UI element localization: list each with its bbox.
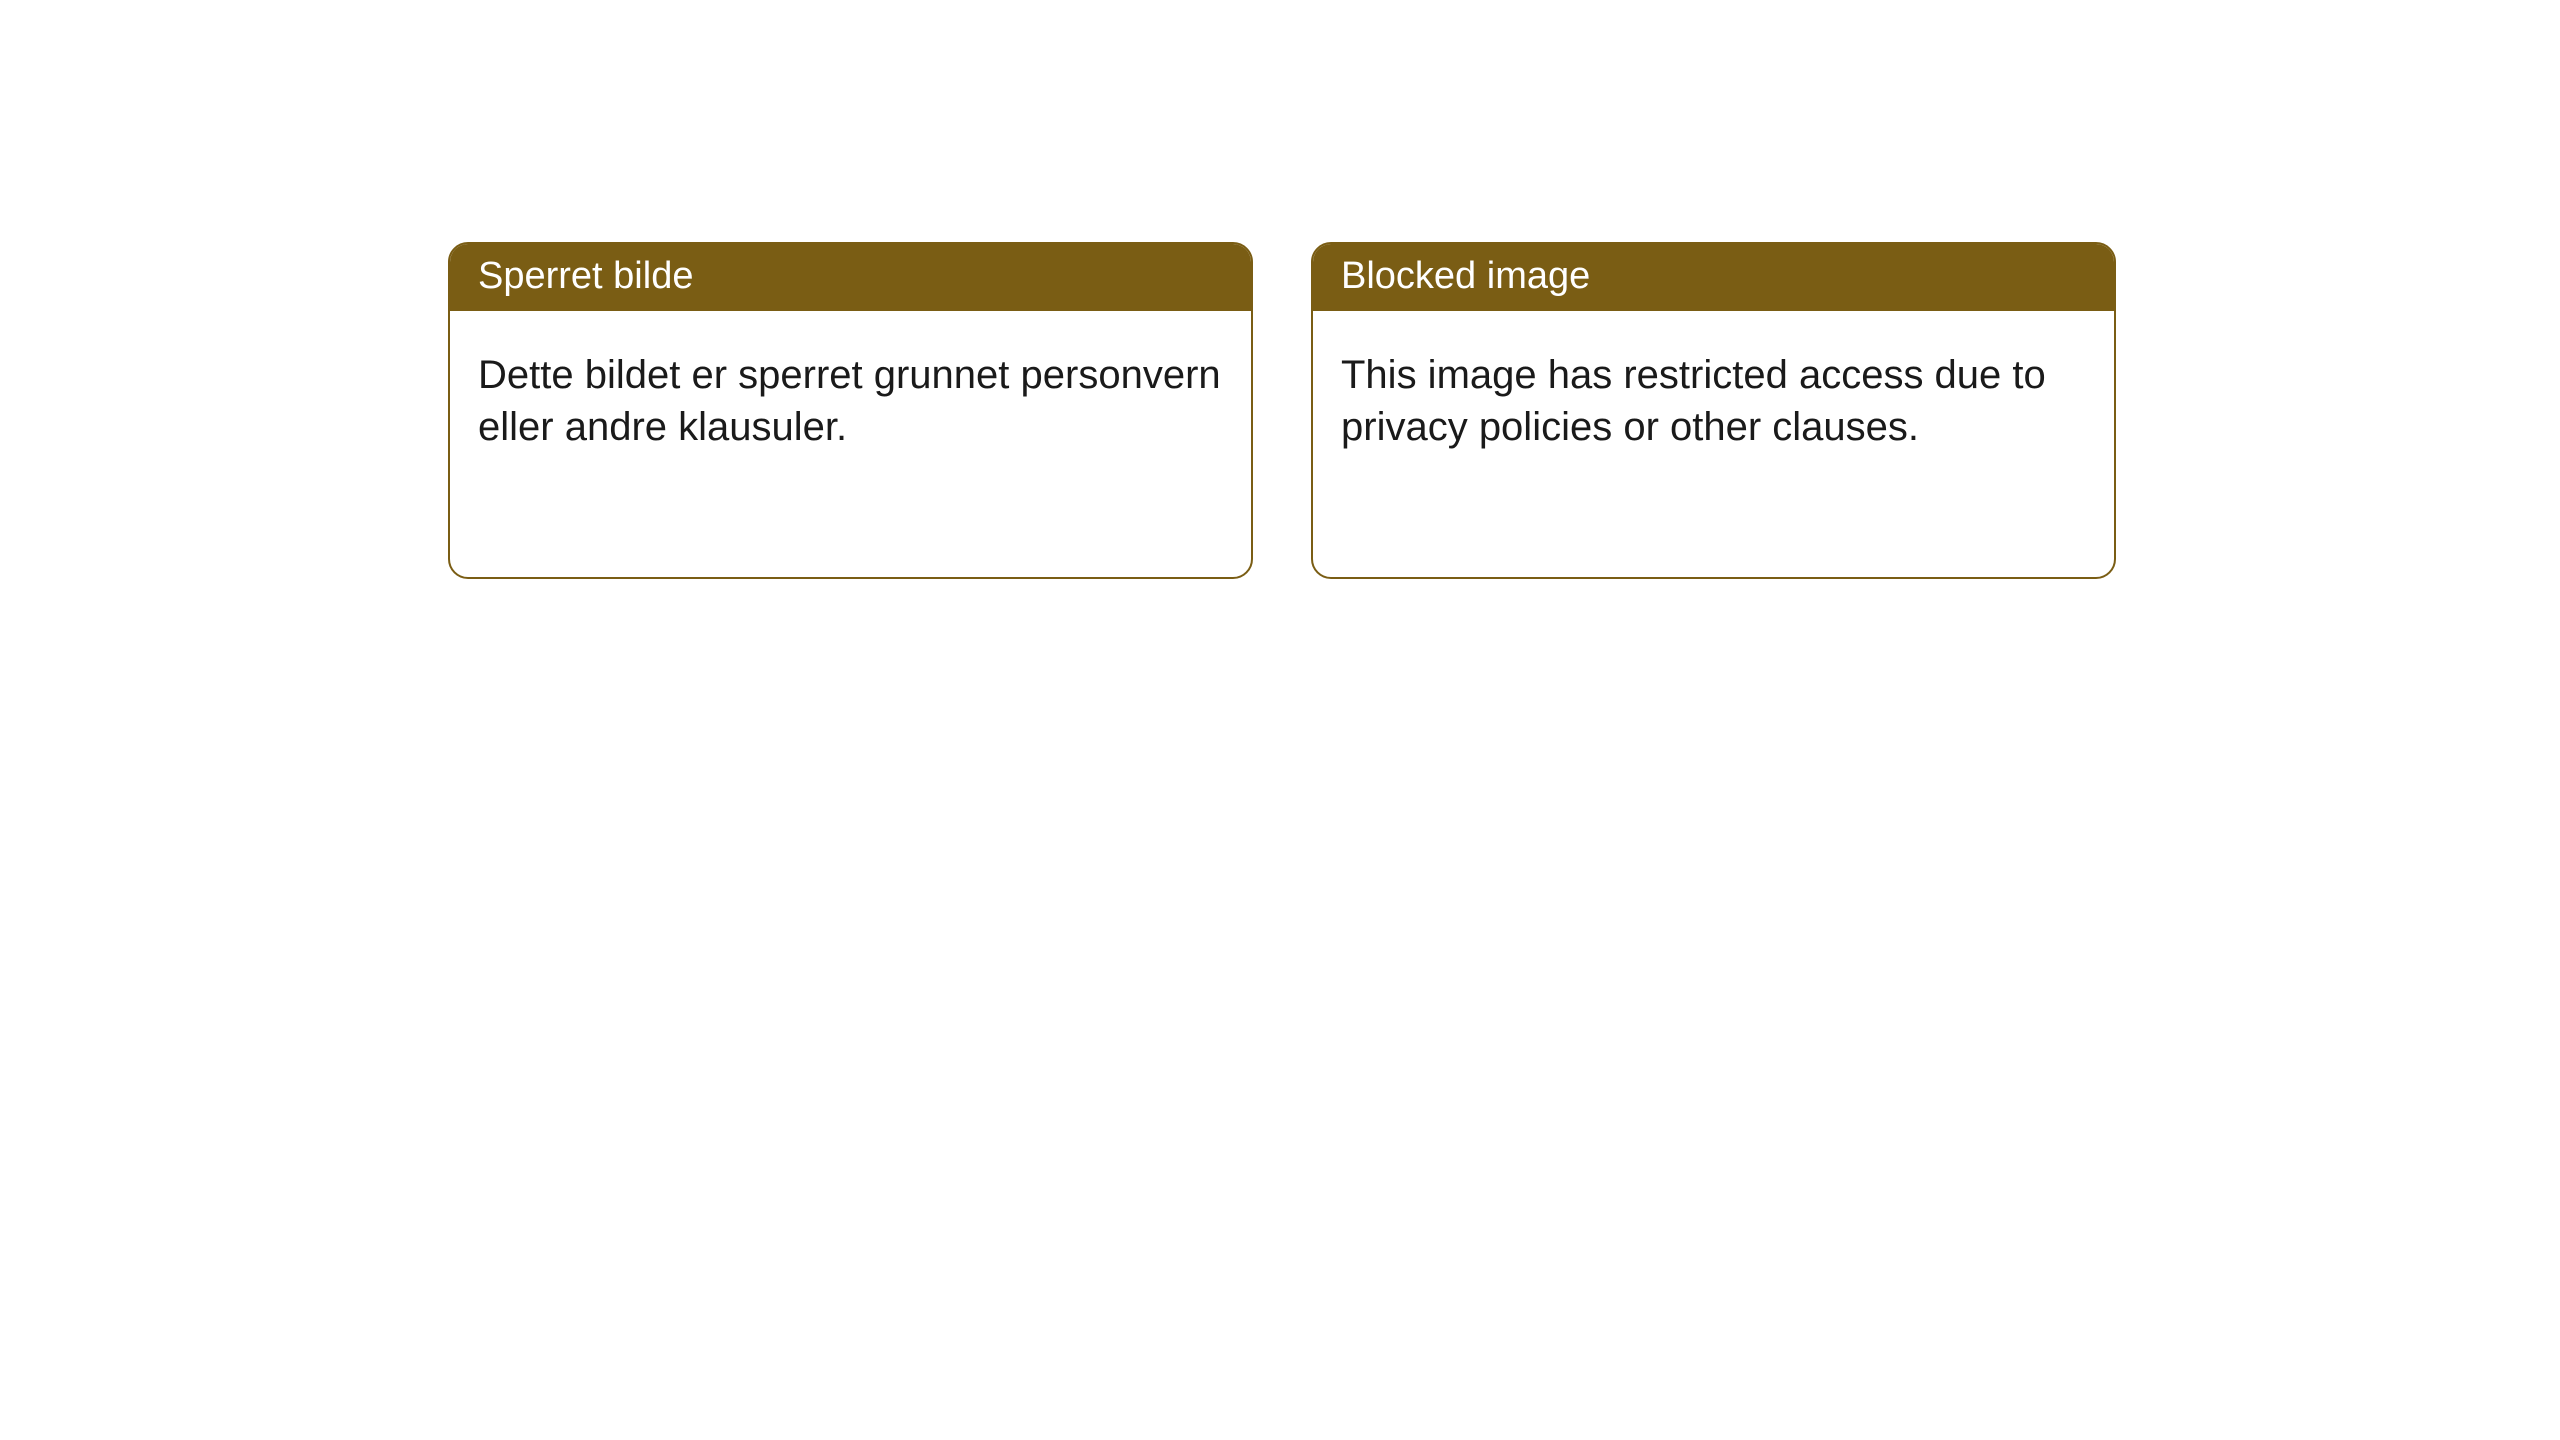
notice-card-norwegian: Sperret bilde Dette bildet er sperret gr… bbox=[448, 242, 1253, 579]
notice-header-english: Blocked image bbox=[1313, 244, 2114, 311]
notice-container: Sperret bilde Dette bildet er sperret gr… bbox=[0, 0, 2560, 579]
notice-body-english: This image has restricted access due to … bbox=[1313, 311, 2114, 481]
notice-body-norwegian: Dette bildet er sperret grunnet personve… bbox=[450, 311, 1251, 481]
notice-header-norwegian: Sperret bilde bbox=[450, 244, 1251, 311]
notice-card-english: Blocked image This image has restricted … bbox=[1311, 242, 2116, 579]
